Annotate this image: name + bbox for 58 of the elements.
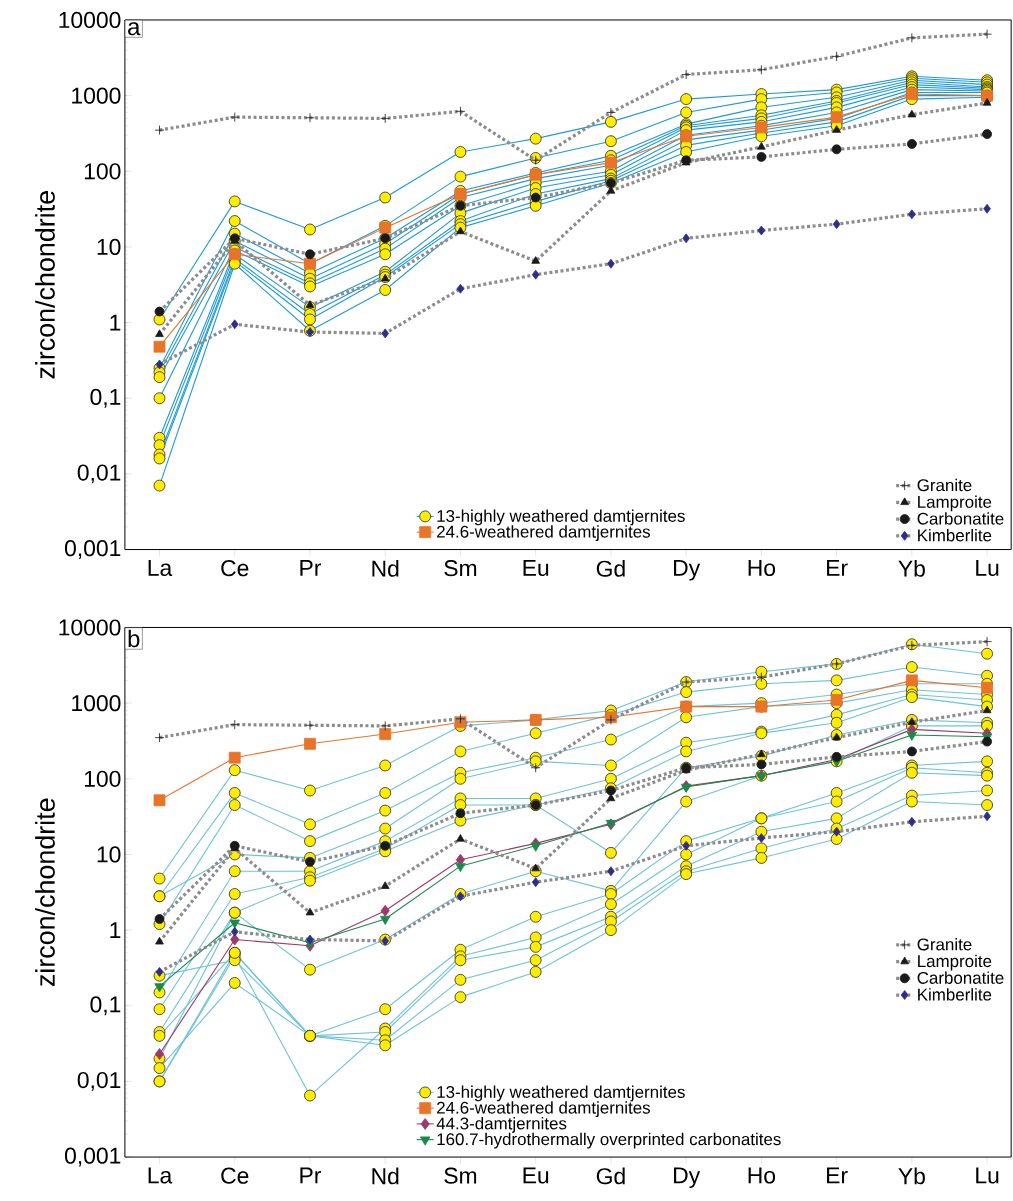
legend-label: 24.6-weathered damtjernites — [436, 1101, 650, 1118]
annotation: a — [128, 22, 141, 36]
x-tick-label: La — [148, 560, 173, 576]
legend-label: Carbonatite — [917, 512, 1004, 525]
y-tick-label: 10000 — [59, 619, 121, 636]
x-tick-label: Gd — [596, 560, 625, 577]
x-tick-label: Eu — [523, 1167, 549, 1184]
x-tick-label: Sm — [444, 1167, 477, 1184]
legend-label: Granite — [917, 937, 972, 951]
legend-label: Lamproite — [918, 495, 992, 512]
x-tick-label: Dy — [673, 560, 701, 581]
legend-label: Lamproite — [918, 954, 992, 971]
y-tick-label: 1000 — [72, 87, 121, 104]
y-tick-label: 10 — [97, 238, 121, 256]
x-tick-label: Eu — [523, 560, 549, 576]
y-tick-label: 0,1 — [90, 996, 121, 1016]
x-tick-label: Ho — [748, 1167, 775, 1184]
x-tick-label: La — [148, 1167, 173, 1184]
legend-label: Kimberlite — [918, 988, 992, 1001]
legend-label: Kimberlite — [918, 528, 992, 542]
x-tick-label: Er — [826, 1167, 848, 1184]
x-tick-label: Pr — [300, 560, 321, 576]
x-tick-label: Ho — [748, 560, 775, 576]
y-tick-label: 1 — [110, 314, 121, 331]
y-tick-label: 10 — [97, 846, 121, 863]
x-tick-label: Er — [826, 560, 848, 576]
legend-label: Carbonatite — [917, 971, 1004, 984]
y-tick-label: 0,01 — [77, 1071, 121, 1091]
legend-label: Granite — [917, 478, 972, 492]
x-tick-label: Ce — [221, 560, 249, 577]
legend-label: 160.7-hydrothermally overprinted carbonatites — [437, 1132, 781, 1149]
y-axis-title: zircon/chondrite — [35, 191, 55, 379]
x-tick-label: Yb — [898, 1167, 925, 1185]
x-tick-label: Lu — [976, 1167, 999, 1184]
y-tick-label: 1 — [110, 922, 121, 938]
x-tick-label: Gd — [596, 1167, 625, 1185]
y-tick-label: 0,001 — [64, 540, 121, 560]
y-tick-label: 100 — [84, 770, 121, 787]
legend-label: 24.6-weathered damtjernites — [436, 525, 650, 542]
x-tick-label: Pr — [300, 1167, 321, 1184]
annotation: b — [128, 629, 140, 648]
x-tick-label: Nd — [372, 1167, 399, 1185]
y-tick-label: 100 — [84, 163, 121, 180]
y-tick-label: 10000 — [59, 11, 121, 29]
x-tick-label: Sm — [444, 560, 477, 577]
legend-label: 13-highly weathered damtjernites — [437, 509, 685, 526]
legend-label: 13-highly weathered damtjernites — [437, 1085, 685, 1102]
y-tick-label: 1000 — [72, 695, 121, 712]
y-tick-label: 0,01 — [77, 464, 121, 484]
y-tick-label: 0,1 — [90, 388, 121, 408]
x-tick-label: Dy — [673, 1167, 701, 1189]
y-axis-title: zircon/chondrite — [35, 798, 55, 987]
x-tick-label: Ce — [221, 1167, 249, 1184]
x-tick-label: Yb — [898, 560, 925, 577]
x-tick-label: Lu — [976, 560, 999, 576]
y-tick-label: 0,001 — [64, 1147, 121, 1167]
legend-label: 44.3-damtjernites — [436, 1117, 567, 1133]
x-tick-label: Nd — [372, 560, 399, 577]
